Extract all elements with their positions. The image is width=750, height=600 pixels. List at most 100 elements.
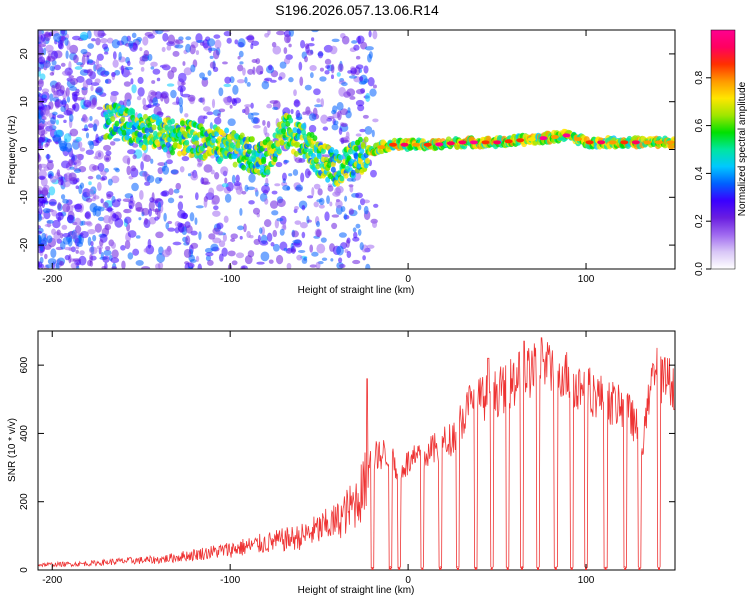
heatmap-speckle bbox=[43, 210, 51, 220]
heatmap-speckle bbox=[247, 68, 254, 75]
heatmap-speckle bbox=[120, 245, 126, 251]
heatmap-speckle bbox=[76, 177, 80, 183]
heatmap-speckle bbox=[150, 61, 158, 67]
heatmap-speckle bbox=[218, 253, 224, 262]
heatmap-speckle bbox=[154, 216, 159, 221]
heatmap-speckle bbox=[182, 212, 188, 220]
heatmap-speckle bbox=[126, 99, 131, 107]
heatmap-speckle bbox=[60, 62, 66, 67]
heatmap-speckle bbox=[102, 43, 108, 50]
heatmap-ridge-cell bbox=[179, 120, 185, 127]
heatmap-speckle bbox=[203, 198, 208, 208]
heatmap-speckle bbox=[207, 70, 212, 77]
heatmap-speckle bbox=[132, 248, 140, 256]
heatmap-speckle bbox=[372, 118, 379, 123]
heatmap-speckle bbox=[237, 225, 244, 231]
heatmap-peak bbox=[388, 142, 397, 147]
heatmap-ridge-cell bbox=[276, 148, 282, 155]
heatmap-speckle bbox=[212, 49, 220, 60]
heatmap-speckle bbox=[56, 114, 65, 119]
heatmap-speckle bbox=[137, 76, 144, 84]
heatmap-ridge-cell bbox=[232, 161, 238, 168]
heatmap-speckle bbox=[46, 219, 54, 224]
heatmap-speckle bbox=[335, 199, 343, 209]
snr-panel: -200 -100 0 100 0 200 400 600 Height of straig… bbox=[7, 330, 676, 596]
heatmap-speckle bbox=[95, 174, 102, 180]
heatmap-speckle bbox=[101, 266, 107, 269]
heatmap-speckle bbox=[303, 256, 308, 261]
heatmap-ridge-cell bbox=[281, 122, 287, 129]
heatmap-speckle bbox=[87, 59, 94, 64]
heatmap-ridge-cell bbox=[353, 145, 359, 152]
heatmap-speckle bbox=[218, 108, 226, 113]
heatmap-ridge-cell bbox=[155, 141, 161, 148]
heatmap-speckle bbox=[283, 247, 288, 252]
heatmap-speckle bbox=[83, 99, 92, 108]
heatmap-speckle bbox=[331, 222, 338, 230]
colorbar-tick-label: 0.4 bbox=[694, 166, 705, 180]
heatmap-speckle bbox=[272, 243, 280, 252]
heatmap-speckle bbox=[334, 187, 342, 196]
heatmap-speckle bbox=[68, 75, 75, 79]
colorbar-tick-label: 0.8 bbox=[694, 70, 705, 84]
heatmap-speckle bbox=[185, 43, 192, 53]
heatmap-speckle bbox=[38, 260, 41, 269]
heatmap-speckle bbox=[103, 154, 111, 163]
heatmap-speckle bbox=[309, 244, 314, 253]
heatmap-speckle bbox=[49, 93, 54, 102]
colorbar-ticks: 0.0 0.2 0.4 0.6 0.8 bbox=[694, 70, 711, 276]
heatmap-speckle bbox=[233, 181, 241, 187]
heatmap-speckle bbox=[270, 242, 275, 247]
heatmap-ridge-cell bbox=[293, 150, 299, 157]
heatmap-speckle bbox=[292, 169, 299, 176]
heatmap-speckle bbox=[318, 204, 325, 209]
heatmap-speckle bbox=[368, 30, 372, 38]
heatmap-speckle bbox=[363, 205, 369, 215]
heatmap-ridge-cell bbox=[300, 123, 306, 130]
heatmap-speckle bbox=[324, 70, 330, 75]
heatmap-speckle bbox=[246, 230, 251, 239]
heatmap-speckle bbox=[150, 66, 155, 70]
heatmap-speckle bbox=[244, 76, 248, 84]
heatmap-speckle bbox=[372, 220, 378, 229]
heatmap-speckle bbox=[321, 257, 328, 261]
heatmap-speckle bbox=[185, 235, 191, 245]
heatmap-ridge-cell bbox=[120, 116, 126, 123]
heatmap-speckle bbox=[268, 259, 274, 264]
heatmap-speckle bbox=[216, 222, 224, 230]
heatmap-speckle bbox=[80, 230, 89, 239]
heatmap-speckle bbox=[336, 72, 341, 77]
heatmap-ridge-cell bbox=[114, 120, 120, 127]
heatmap-speckle bbox=[372, 84, 377, 89]
heatmap-speckle bbox=[295, 116, 303, 120]
heatmap-speckle bbox=[112, 212, 117, 219]
heatmap-speckle bbox=[276, 198, 286, 208]
heatmap-speckle bbox=[59, 232, 64, 239]
heatmap-speckle bbox=[161, 30, 171, 33]
heatmap-speckle bbox=[315, 220, 321, 228]
heatmap-peak bbox=[654, 140, 663, 145]
heatmap-speckle bbox=[43, 47, 47, 56]
heatmap-speckle bbox=[156, 77, 161, 82]
heatmap-peak bbox=[423, 142, 432, 147]
heatmap-speckle bbox=[62, 236, 71, 245]
heatmap-speckle bbox=[313, 201, 319, 208]
heatmap-speckle bbox=[208, 233, 216, 240]
heatmap-speckle bbox=[61, 180, 71, 188]
heatmap-speckle bbox=[74, 66, 83, 70]
heatmap-speckle bbox=[244, 106, 250, 116]
heatmap-peak bbox=[481, 140, 490, 145]
heatmap-speckle bbox=[128, 205, 133, 209]
snr-frame bbox=[37, 330, 676, 571]
heatmap-speckle bbox=[154, 177, 162, 184]
heatmap-speckle bbox=[336, 245, 344, 256]
heatmap-speckle bbox=[294, 206, 299, 211]
heatmap-speckle bbox=[242, 67, 246, 76]
heatmap-speckle bbox=[322, 126, 329, 131]
heatmap-ridge-cell bbox=[363, 136, 369, 143]
heatmap-speckle bbox=[60, 175, 64, 186]
heatmap-speckle bbox=[181, 155, 190, 162]
heatmap-speckle bbox=[215, 230, 224, 236]
heatmap-speckle bbox=[362, 255, 366, 261]
heatmap-speckle bbox=[68, 77, 76, 83]
